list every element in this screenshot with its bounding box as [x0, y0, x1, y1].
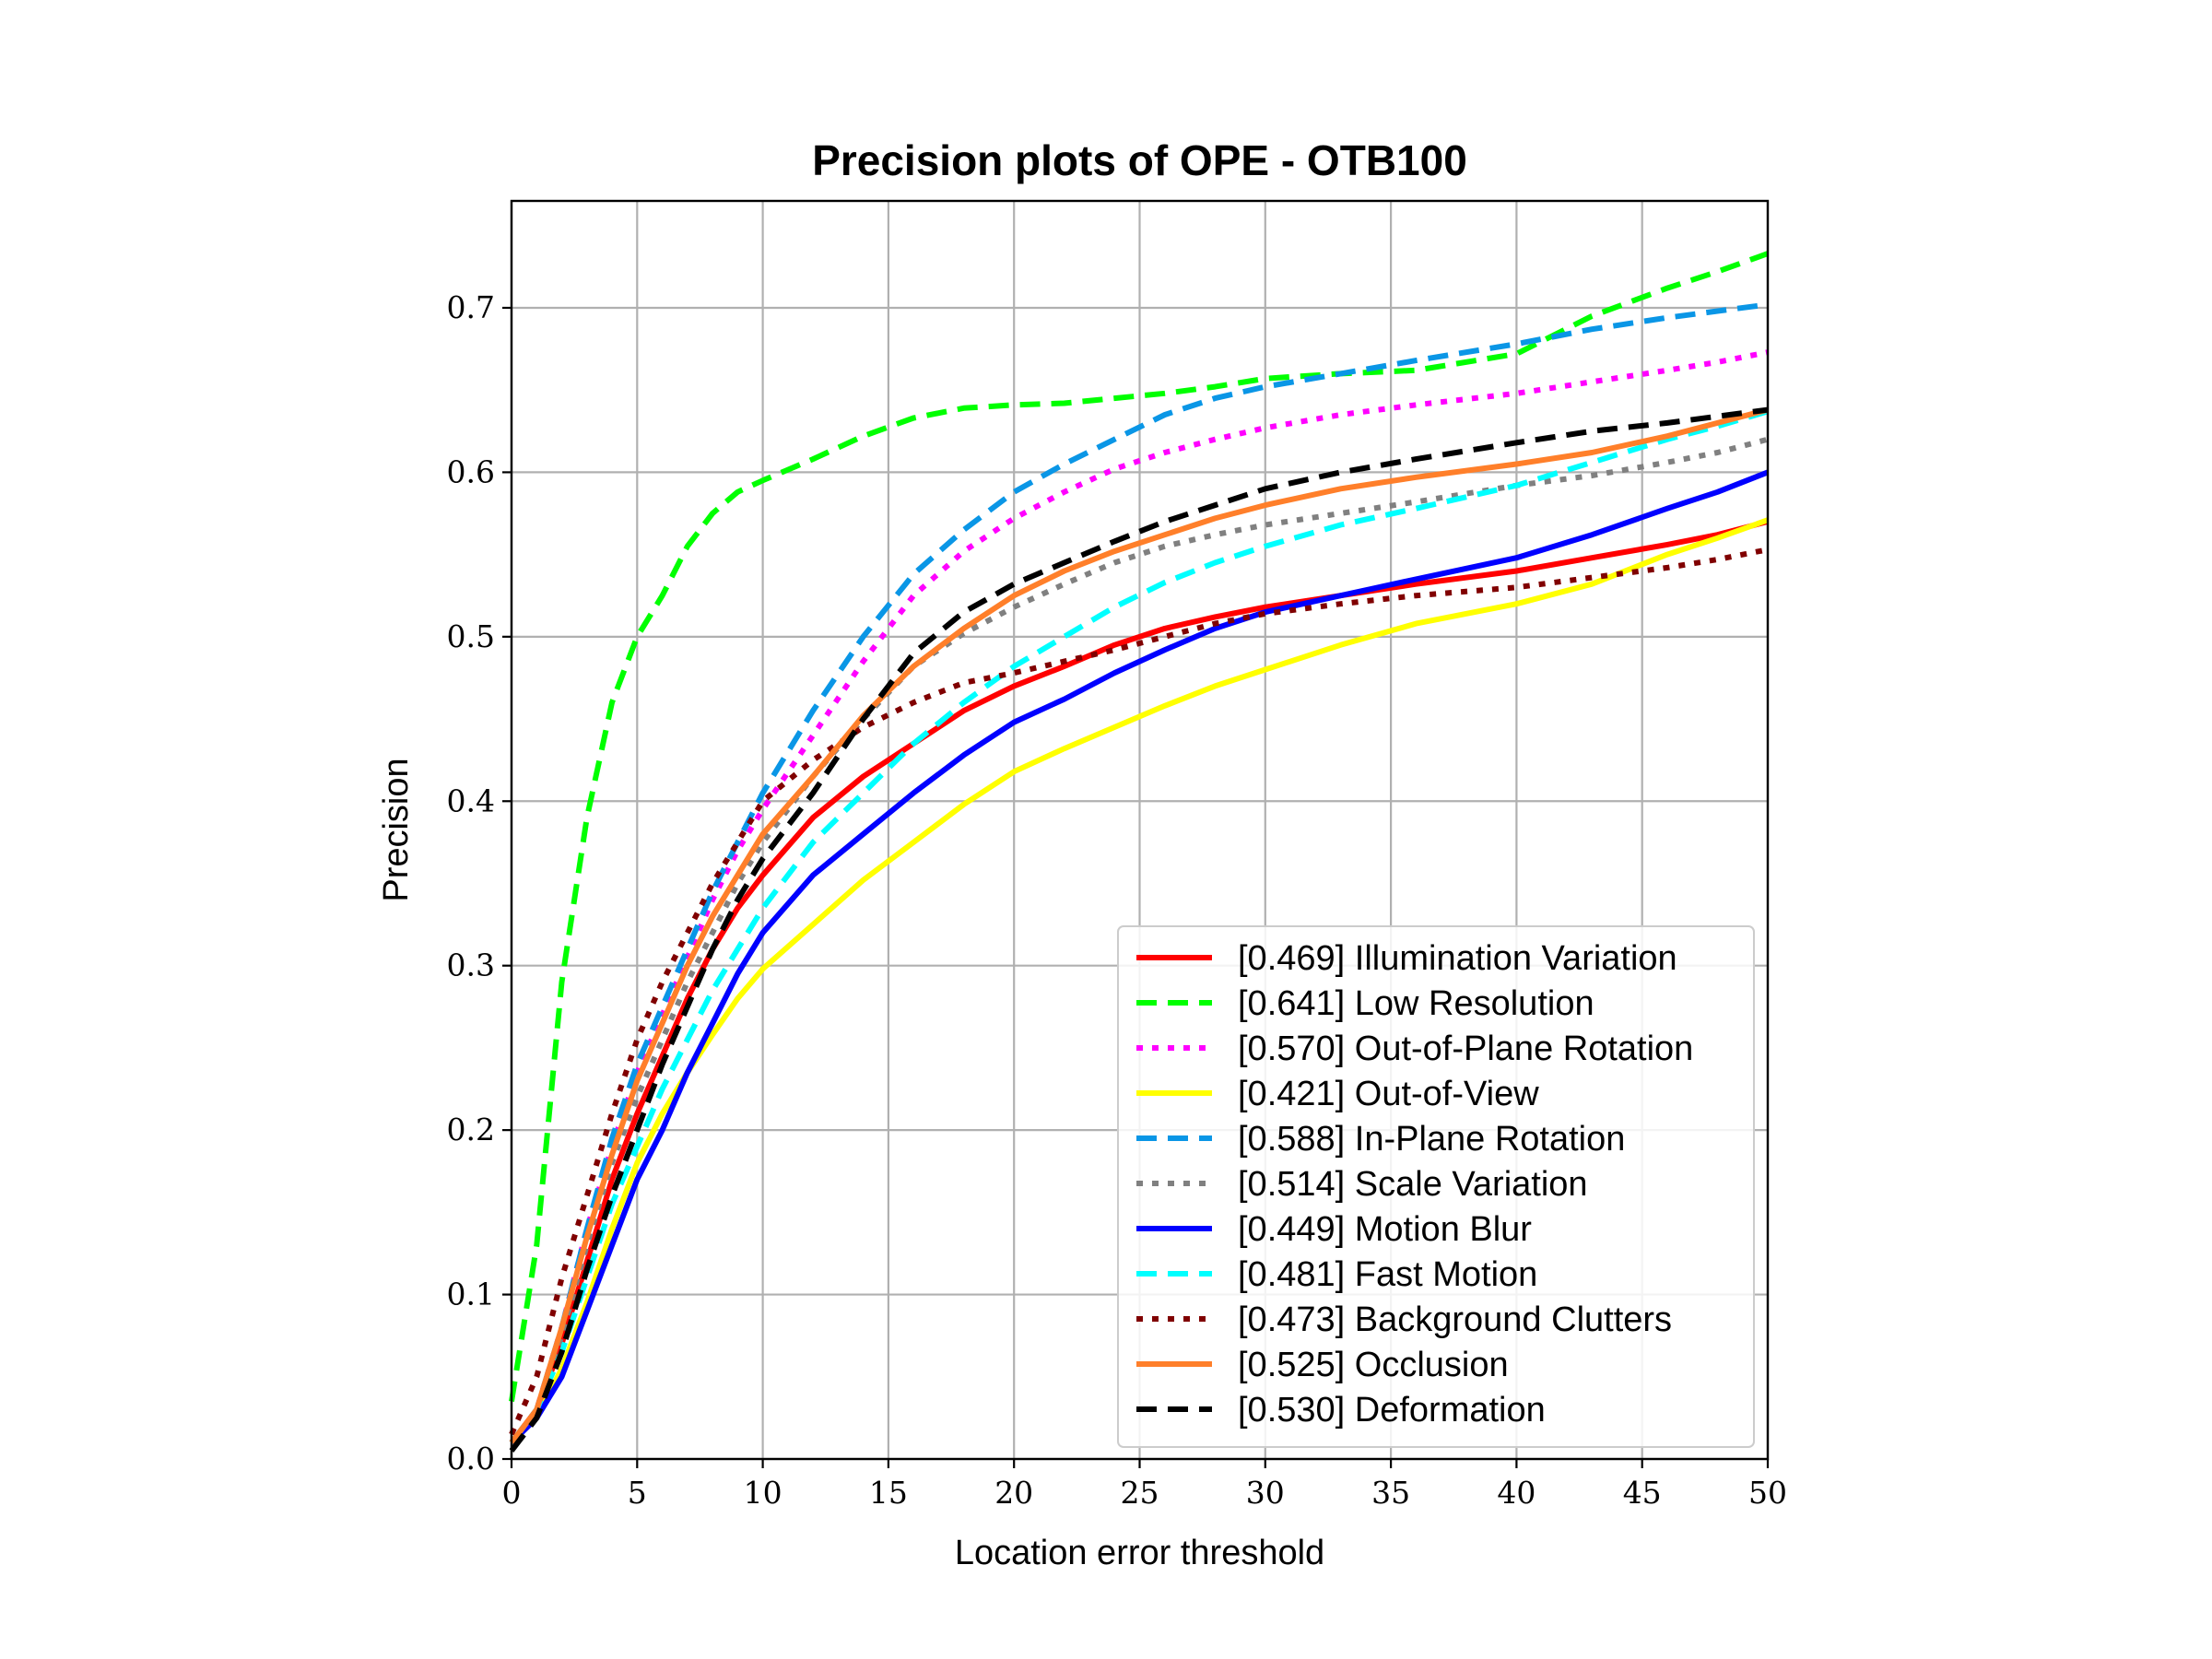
series-line-9 — [509, 547, 1769, 1436]
series-line-5 — [509, 301, 1769, 1445]
x-tick-label: 30 — [1246, 1475, 1285, 1511]
series-line-7 — [509, 469, 1770, 1445]
legend-label: [0.588] In-Plane Rotation — [1238, 1120, 1625, 1159]
y-tick-label: 0.4 — [447, 782, 495, 818]
x-axis-label: Location error threshold — [955, 1534, 1324, 1572]
series-line-10 — [509, 406, 1769, 1445]
y-tick-label: 0.7 — [447, 289, 495, 325]
x-tick-label: 45 — [1623, 1475, 1662, 1511]
series-layer — [509, 251, 1770, 1453]
x-tick-label: 40 — [1497, 1475, 1535, 1511]
legend-label: [0.469] Illumination Variation — [1238, 939, 1677, 978]
y-tick-label: 0.5 — [447, 618, 495, 654]
ticks-layer: 0 5 10 15 20 25 30 35 40 45 50 0.0 0.1 0.2 0.3 0.4 0.5 0.… — [447, 289, 1787, 1511]
x-tick-label: 0 — [502, 1475, 522, 1511]
legend-label: [0.421] Out-of-View — [1238, 1075, 1539, 1113]
legend: [0.469] Illumination Variation [0.641] Lo… — [1117, 925, 1755, 1448]
legend-label: [0.641] Low Resolution — [1238, 984, 1594, 1023]
series-line-8 — [509, 408, 1769, 1445]
legend-box — [1117, 925, 1755, 1448]
legend-label: [0.449] Motion Blur — [1238, 1210, 1532, 1249]
x-tick-label: 10 — [744, 1475, 782, 1511]
x-tick-label: 15 — [869, 1475, 908, 1511]
x-tick-label: 35 — [1371, 1475, 1410, 1511]
x-tick-label: 5 — [628, 1475, 647, 1511]
series-line-4 — [509, 517, 1770, 1445]
y-tick-label: 0.3 — [447, 947, 495, 983]
series-line-6 — [509, 436, 1769, 1445]
legend-items: [0.469] Illumination Variation [0.641] Lo… — [1136, 939, 1693, 1430]
legend-label: [0.525] Occlusion — [1238, 1346, 1509, 1384]
y-tick-label: 0.6 — [447, 453, 495, 489]
series-line-2 — [509, 251, 1770, 1402]
x-tick-label: 25 — [1121, 1475, 1159, 1511]
legend-label: [0.481] Fast Motion — [1238, 1255, 1537, 1294]
legend-label: [0.570] Out-of-Plane Rotation — [1238, 1030, 1693, 1068]
x-tick-label: 20 — [994, 1475, 1033, 1511]
legend-label: [0.514] Scale Variation — [1238, 1165, 1588, 1204]
y-tick-label: 0.1 — [447, 1277, 495, 1312]
series-line-1 — [509, 518, 1769, 1445]
legend-label: [0.530] Deformation — [1238, 1391, 1546, 1430]
y-axis-label: Precision — [377, 758, 416, 901]
x-tick-label: 50 — [1748, 1475, 1787, 1511]
legend-label: [0.473] Background Clutters — [1238, 1300, 1672, 1339]
y-tick-label: 0.0 — [447, 1441, 495, 1477]
y-tick-label: 0.2 — [447, 1112, 495, 1147]
chart-title: Precision plots of OPE - OTB100 — [812, 136, 1467, 184]
